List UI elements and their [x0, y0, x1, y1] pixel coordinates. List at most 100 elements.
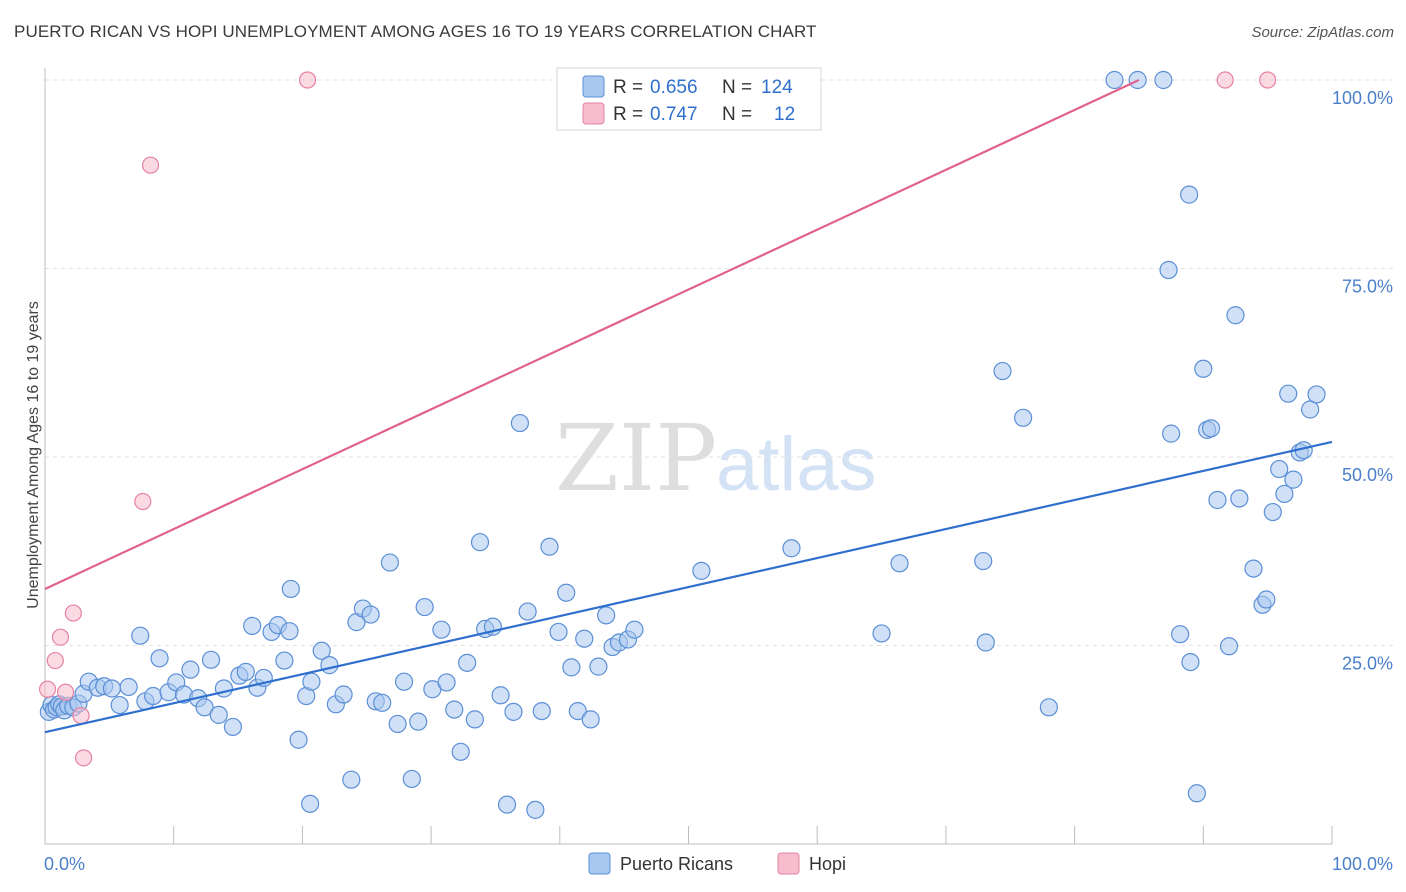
puerto-ricans-point-26 [195, 698, 214, 717]
puerto-ricans-point-118 [1257, 590, 1276, 609]
puerto-ricans-point-97 [993, 361, 1012, 381]
y-axis-title: Unemployment Among Ages 16 to 19 years [25, 301, 42, 609]
trend-lines [44, 79, 1333, 734]
x-tick-labels: 0.0% 100.0% [44, 854, 1393, 874]
hopi-point-11 [1259, 71, 1277, 89]
puerto-ricans-point-68 [470, 533, 490, 552]
hopi-point-9 [298, 71, 317, 89]
puerto-ricans-point-57 [394, 672, 414, 691]
puerto-ricans-point-73 [504, 702, 523, 721]
puerto-ricans-point-17 [131, 626, 150, 645]
puerto-ricans-point-95 [974, 551, 993, 571]
hopi-point-10 [1216, 71, 1234, 89]
puerto-ricans-point-127 [1307, 385, 1326, 404]
puerto-ricans-point-83 [575, 629, 594, 648]
puerto-ricans-point-55 [380, 553, 400, 572]
bottom-legend-hopi: Hopi [809, 854, 846, 874]
legend-n-value-blue: 124 [761, 77, 793, 98]
puerto-ricans-point-93 [872, 624, 891, 643]
bottom-legend-swatch-blue [588, 852, 611, 875]
puerto-ricans-point-102 [1154, 70, 1173, 90]
hopi-point-7 [134, 492, 152, 511]
puerto-ricans-point-116 [1244, 559, 1263, 578]
puerto-ricans-point-58 [402, 769, 421, 789]
y-tick-label-3: 100.0% [1332, 88, 1393, 108]
puerto-ricans-point-76 [526, 800, 545, 819]
puerto-ricans-point-121 [1275, 484, 1294, 504]
y-tick-labels: 25.0% 50.0% 75.0% 100.0% [1332, 88, 1393, 674]
hopi-point-6 [75, 749, 93, 767]
source-credit: Source: ZipAtlas.com [1251, 24, 1394, 41]
puerto-ricans-point-72 [497, 795, 517, 814]
trend-line-hopi [44, 79, 1140, 590]
puerto-ricans-point-44 [301, 794, 320, 813]
puerto-ricans-point-106 [1180, 185, 1199, 204]
puerto-ricans-point-74 [510, 413, 530, 433]
puerto-ricans-point-28 [209, 705, 228, 724]
puerto-ricans-point-78 [540, 537, 559, 556]
bottom-legend: Puerto Ricans Hopi [588, 852, 846, 875]
puerto-ricans-point-90 [625, 620, 644, 639]
puerto-ricans-point-48 [334, 685, 353, 704]
puerto-ricans-point-27 [201, 650, 221, 669]
puerto-ricans-point-98 [1014, 408, 1033, 427]
puerto-ricans-point-112 [1208, 490, 1227, 510]
puerto-ricans-point-111 [1201, 419, 1221, 438]
legend-r-value-blue: 0.656 [650, 77, 698, 98]
puerto-ricans-point-40 [280, 622, 299, 641]
puerto-ricans-point-29 [214, 679, 233, 698]
puerto-ricans-point-20 [150, 649, 169, 668]
hopi-point-2 [51, 628, 70, 646]
puerto-ricans-point-43 [302, 672, 321, 691]
puerto-ricans-point-56 [388, 714, 407, 734]
puerto-ricans-point-96 [976, 633, 995, 652]
trend-line-puerto-ricans [44, 440, 1333, 734]
hopi-point-5 [72, 707, 90, 725]
puerto-ricans-point-100 [1105, 70, 1124, 90]
puerto-ricans-point-122 [1279, 384, 1298, 403]
puerto-ricans-point-81 [562, 658, 581, 677]
puerto-ricans-point-59 [409, 712, 428, 731]
y-tick-label-0: 25.0% [1342, 654, 1393, 674]
hopi-point-4 [64, 604, 82, 622]
puerto-ricans-point-82 [568, 701, 587, 721]
puerto-ricans-point-84 [581, 710, 600, 729]
hopi-point-8 [141, 156, 160, 174]
puerto-ricans-point-32 [236, 662, 255, 681]
puerto-ricans-point-113 [1219, 637, 1239, 656]
legend-n-label-pink: N = [722, 104, 752, 125]
bottom-legend-swatch-pink [777, 852, 800, 875]
puerto-ricans-point-119 [1263, 502, 1282, 522]
puerto-ricans-point-38 [275, 651, 294, 670]
puerto-ricans-point-41 [289, 730, 308, 749]
puerto-ricans-point-62 [432, 620, 451, 639]
puerto-ricans-point-85 [589, 657, 608, 676]
series-puerto-ricans [39, 70, 1326, 819]
puerto-ricans-point-24 [181, 660, 200, 679]
bottom-legend-puerto-ricans: Puerto Ricans [620, 854, 733, 874]
puerto-ricans-point-45 [312, 641, 331, 660]
puerto-ricans-point-60 [415, 597, 434, 617]
hopi-point-1 [46, 651, 64, 670]
puerto-ricans-point-79 [549, 622, 568, 642]
puerto-ricans-point-33 [243, 616, 262, 635]
puerto-ricans-point-104 [1162, 424, 1181, 443]
puerto-ricans-point-123 [1284, 470, 1303, 489]
puerto-ricans-point-46 [320, 656, 339, 675]
puerto-ricans-point-120 [1270, 459, 1289, 479]
y-tick-label-1: 50.0% [1342, 465, 1393, 485]
watermark-atlas: atlas [716, 422, 877, 507]
puerto-ricans-point-64 [445, 700, 464, 719]
hopi-point-3 [56, 683, 75, 701]
chart-title: PUERTO RICAN VS HOPI UNEMPLOYMENT AMONG … [14, 22, 817, 41]
puerto-ricans-point-108 [1187, 784, 1206, 803]
puerto-ricans-point-15 [110, 695, 129, 715]
y-tick-label-2: 75.0% [1342, 277, 1393, 297]
watermark-zip: ZIP [555, 405, 717, 512]
puerto-ricans-point-92 [782, 539, 801, 558]
puerto-ricans-point-126 [1301, 400, 1320, 419]
puerto-ricans-point-75 [518, 602, 537, 621]
series-hopi [38, 71, 1277, 767]
puerto-ricans-point-19 [144, 686, 163, 706]
